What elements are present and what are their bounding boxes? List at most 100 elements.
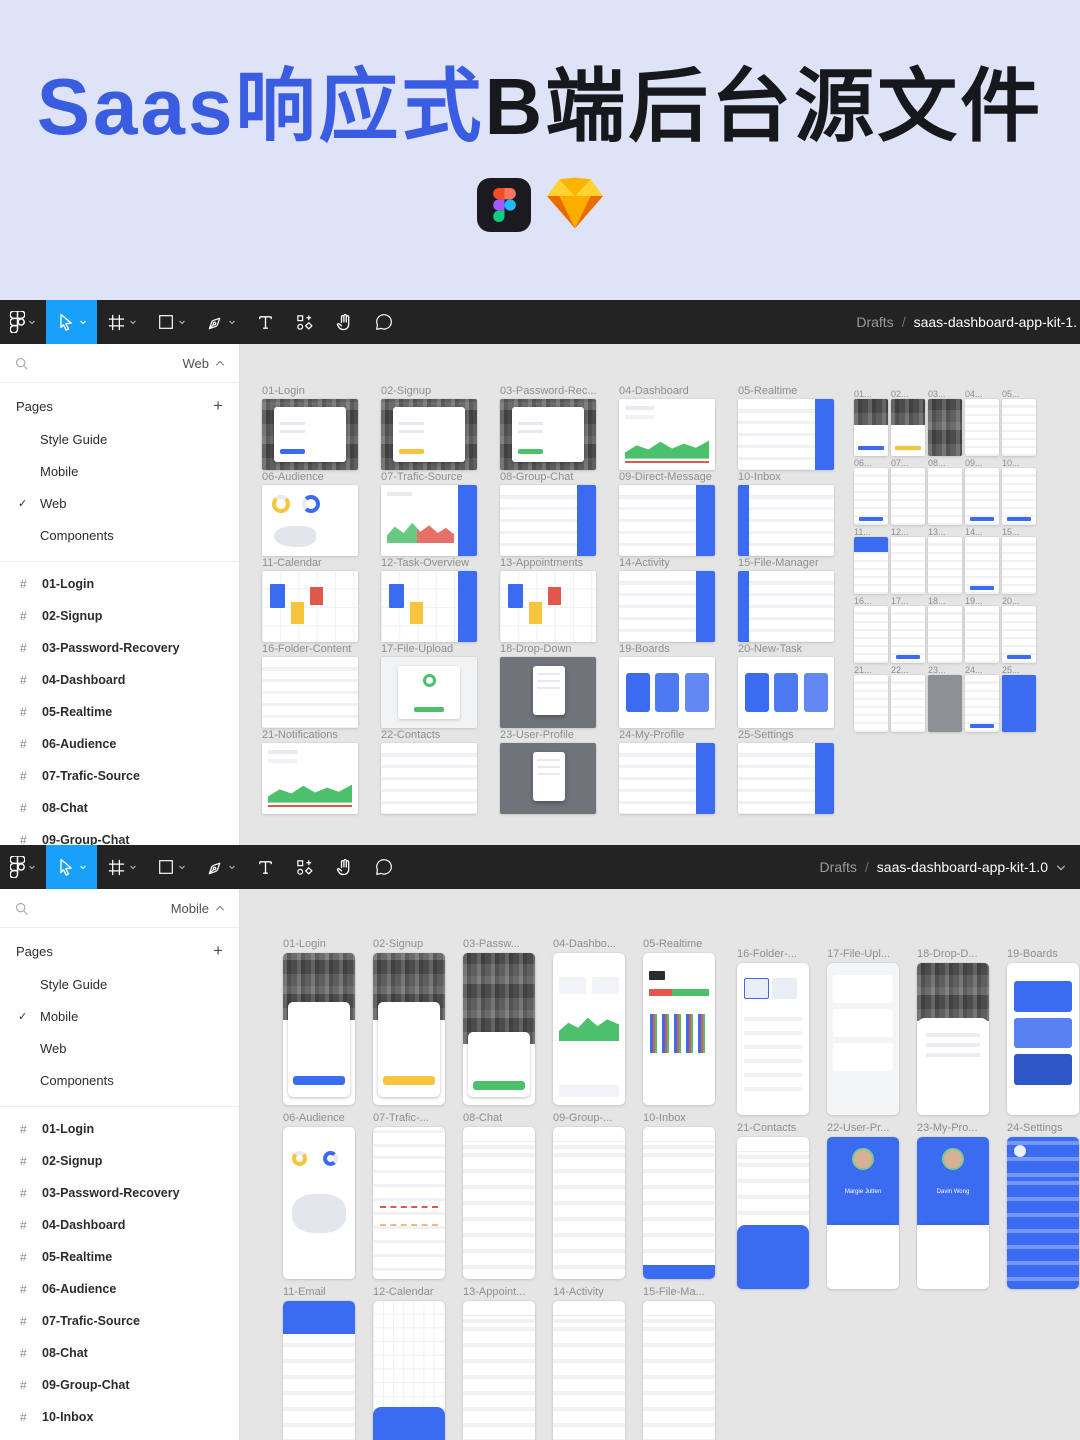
canvas-frame[interactable]: 16-Folder-... [737,948,809,1115]
layer-frame-item[interactable]: 04-Dashboard [0,1209,239,1241]
comment-tool-button[interactable] [364,845,404,889]
canvas-frame[interactable]: 03-Password-Rec... [500,385,596,470]
canvas-frame[interactable]: 18-Drop-Down [500,643,596,728]
canvas-frame[interactable]: 25... [1002,664,1036,732]
canvas-frame[interactable]: 05-Realtime [738,385,834,470]
page-item[interactable]: Mobile [0,455,239,487]
hand-tool-button[interactable] [324,300,364,344]
canvas-frame[interactable]: 06... [854,457,888,525]
canvas-frame[interactable]: 11-Email [283,1286,355,1440]
breadcrumb-filename[interactable]: saas-dashboard-app-kit-1.0 [876,859,1048,875]
chevron-down-icon[interactable] [1056,864,1066,871]
canvas-frame[interactable]: 13-Appoint... [463,1286,535,1440]
canvas-frame[interactable]: 12... [891,526,925,594]
canvas-frame[interactable]: 05-Realtime [643,938,715,1105]
canvas-frame[interactable]: 10-Inbox [643,1112,715,1279]
breadcrumb-filename[interactable]: saas-dashboard-app-kit-1. [913,314,1077,330]
canvas-frame[interactable]: 07... [891,457,925,525]
figma-menu-button[interactable] [0,845,46,889]
canvas-frame[interactable]: 19-Boards [619,643,715,728]
canvas-frame[interactable]: 17... [891,595,925,663]
page-item[interactable]: Style Guide [0,423,239,455]
canvas-frame[interactable]: 23-My-Pro... Davin Wong [917,1122,989,1289]
canvas-frame[interactable]: 23... [928,664,962,732]
canvas-frame[interactable]: 24-My-Profile [619,729,715,814]
layer-frame-item[interactable]: 11-Email [0,1433,239,1440]
canvas-frame[interactable]: 21-Notifications [262,729,358,814]
canvas-frame[interactable]: 17-File-Upload [381,643,477,728]
canvas-frame[interactable]: 08... [928,457,962,525]
page-item[interactable]: Web [0,1032,239,1064]
canvas-frame[interactable]: 14... [965,526,999,594]
layer-frame-item[interactable]: 03-Password-Recovery [0,632,239,664]
canvas-frame[interactable]: 01-Login [262,385,358,470]
layer-frame-item[interactable]: 07-Trafic-Source [0,760,239,792]
canvas-frame[interactable]: 15... [1002,526,1036,594]
canvas-frame[interactable]: 08-Group-Chat [500,471,596,556]
layer-frame-item[interactable]: 08-Chat [0,792,239,824]
figma-menu-button[interactable] [0,300,46,344]
frame-tool-button[interactable] [97,845,147,889]
canvas-frame[interactable]: 16-Folder-Content [262,643,358,728]
canvas-frame[interactable]: 01... [854,388,888,456]
move-tool-button[interactable] [46,845,97,889]
component-tool-button[interactable] [285,300,324,344]
canvas-frame[interactable]: 05... [1002,388,1036,456]
design-canvas[interactable]: 01-Login 02-Signup 03-Passw... 04-Dashbo… [240,889,1080,1440]
canvas-frame[interactable]: 11... [854,526,888,594]
canvas-frame[interactable]: 21-Contacts [737,1122,809,1289]
canvas-frame[interactable]: 03-Passw... [463,938,535,1105]
canvas-frame[interactable]: 01-Login [283,938,355,1105]
layer-frame-item[interactable]: 05-Realtime [0,696,239,728]
canvas-frame[interactable]: 07-Trafic-Source [381,471,477,556]
add-page-button[interactable] [213,941,223,961]
pen-tool-button[interactable] [196,845,246,889]
canvas-frame[interactable]: 04-Dashbo... [553,938,625,1105]
canvas-frame[interactable]: 12-Task-Overview [381,557,477,642]
text-tool-button[interactable] [246,300,285,344]
canvas-frame[interactable]: 25-Settings [738,729,834,814]
canvas-frame[interactable]: 23-User-Profile [500,729,596,814]
canvas-frame[interactable]: 02... [891,388,925,456]
canvas-frame[interactable]: 18-Drop-D... [917,948,989,1115]
canvas-frame[interactable]: 09... [965,457,999,525]
canvas-frame[interactable]: 22-User-Pr... Margie Jutten [827,1122,899,1289]
page-selector[interactable]: Web [183,356,226,371]
text-tool-button[interactable] [246,845,285,889]
page-item[interactable]: Mobile [0,1000,239,1032]
canvas-frame[interactable]: 14-Activity [619,557,715,642]
canvas-frame[interactable]: 20... [1002,595,1036,663]
canvas-frame[interactable]: 17-File-Upl... [827,948,899,1115]
canvas-frame[interactable]: 08-Chat [463,1112,535,1279]
canvas-frame[interactable]: 19-Boards [1007,948,1079,1115]
frame-tool-button[interactable] [97,300,147,344]
canvas-frame[interactable]: 15-File-Ma... [643,1286,715,1440]
hand-tool-button[interactable] [324,845,364,889]
search-icon[interactable] [14,356,29,371]
page-item[interactable]: Style Guide [0,968,239,1000]
layer-frame-item[interactable]: 08-Chat [0,1337,239,1369]
canvas-frame[interactable]: 24... [965,664,999,732]
canvas-frame[interactable]: 21... [854,664,888,732]
layer-frame-item[interactable]: 02-Signup [0,1145,239,1177]
page-item[interactable]: Components [0,1064,239,1096]
breadcrumb-drafts[interactable]: Drafts [856,314,894,330]
breadcrumb-drafts[interactable]: Drafts [819,859,857,875]
page-selector[interactable]: Mobile [171,901,225,916]
move-tool-button[interactable] [46,300,97,344]
page-item[interactable]: Web [0,487,239,519]
layer-frame-item[interactable]: 02-Signup [0,600,239,632]
layer-frame-item[interactable]: 05-Realtime [0,1241,239,1273]
canvas-frame[interactable]: 03... [928,388,962,456]
canvas-frame[interactable]: 13-Appointments [500,557,596,642]
comment-tool-button[interactable] [364,300,404,344]
layer-frame-item[interactable]: 06-Audience [0,728,239,760]
canvas-frame[interactable]: 04... [965,388,999,456]
canvas-frame[interactable]: 02-Signup [381,385,477,470]
page-item[interactable]: Components [0,519,239,551]
canvas-frame[interactable]: 07-Trafic-... [373,1112,445,1279]
shape-tool-button[interactable] [147,300,196,344]
canvas-frame[interactable]: 06-Audience [262,471,358,556]
layer-frame-item[interactable]: 06-Audience [0,1273,239,1305]
search-icon[interactable] [14,901,29,916]
